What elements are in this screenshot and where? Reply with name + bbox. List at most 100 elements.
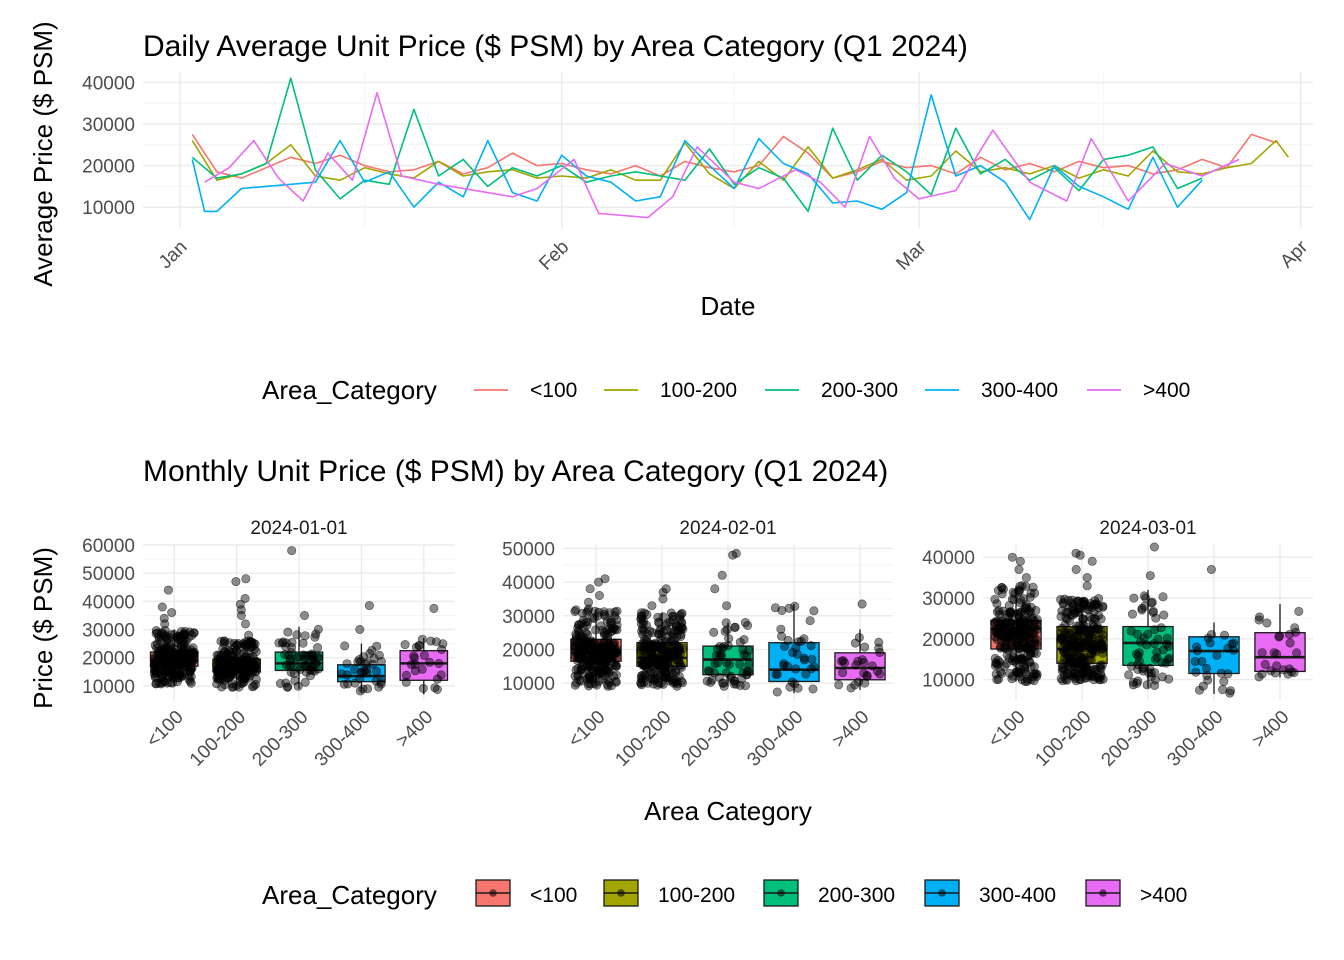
box-point	[1274, 632, 1284, 642]
line-series-200-300	[191, 77, 1203, 213]
box-outlier-point	[299, 610, 309, 620]
box-point	[1029, 625, 1039, 635]
box-legend-point	[489, 889, 497, 897]
box-y-tick-label: 40000	[502, 573, 555, 594]
box-point	[1137, 605, 1147, 615]
box-outlier-point	[1082, 573, 1092, 583]
box-point	[740, 618, 750, 628]
facet-strip-label: 2024-03-01	[1099, 518, 1196, 539]
line-y-tick-label: 30000	[82, 115, 135, 136]
box-point	[704, 666, 714, 676]
box-point	[1294, 606, 1304, 616]
box-point	[1011, 625, 1021, 635]
box-point	[806, 641, 816, 651]
box-points	[337, 601, 386, 696]
facet-strip-label: 2024-02-01	[679, 518, 776, 539]
box-point	[1078, 653, 1088, 663]
box-legend-point	[777, 889, 785, 897]
box-point	[642, 609, 652, 619]
box-300-400	[1188, 564, 1240, 698]
box-point	[588, 613, 598, 623]
box-point	[401, 677, 411, 687]
box-point	[672, 676, 682, 686]
box-point	[1028, 582, 1038, 592]
box-points	[834, 599, 885, 693]
box-point	[1225, 688, 1235, 698]
box-point	[611, 670, 621, 680]
box-point	[1150, 680, 1160, 690]
box-point	[601, 654, 611, 664]
box-point	[358, 684, 368, 694]
box-point	[606, 681, 616, 691]
box-point	[735, 659, 745, 669]
box-point	[1060, 629, 1070, 639]
box-point	[656, 635, 666, 645]
box-point	[1223, 669, 1233, 679]
box-outlier-point	[157, 602, 167, 612]
box-point	[1152, 647, 1162, 657]
box-point	[997, 589, 1007, 599]
box-point	[1024, 608, 1034, 618]
box-point	[1008, 671, 1018, 681]
box-outlier-point	[583, 597, 593, 607]
box-100-200	[636, 584, 688, 691]
box-point	[216, 636, 226, 646]
box-point	[671, 640, 681, 650]
box-point	[604, 666, 614, 676]
box-point	[284, 661, 294, 671]
box-point	[1000, 632, 1010, 642]
box-point	[158, 678, 168, 688]
box->400	[399, 603, 449, 695]
box-point	[251, 674, 261, 684]
box-point	[313, 624, 323, 634]
box-point	[1203, 675, 1213, 685]
box-point	[1031, 605, 1041, 615]
box-y-tick-label: 40000	[922, 548, 975, 569]
line-legend-label: 200-300	[821, 379, 898, 402]
box-point	[658, 612, 668, 622]
box-point	[1003, 645, 1013, 655]
box-points	[400, 603, 448, 694]
box-point	[722, 658, 732, 668]
box-y-tick-label: 30000	[502, 607, 555, 628]
box-point	[1094, 594, 1104, 604]
box-point	[1133, 676, 1143, 686]
box-point	[1015, 648, 1025, 658]
box-point	[641, 662, 651, 672]
box-legend-key	[1085, 879, 1121, 907]
box-point	[184, 674, 194, 684]
box-point	[310, 632, 320, 642]
box-point	[1152, 652, 1162, 662]
box-point	[376, 677, 386, 687]
box-point	[340, 641, 350, 651]
box-point	[1275, 631, 1285, 641]
box-point	[1088, 665, 1098, 675]
box-point	[1021, 581, 1031, 591]
box-point	[571, 605, 581, 615]
box-point	[1192, 642, 1202, 652]
box-points	[570, 574, 622, 691]
box-legend-key	[763, 879, 799, 907]
box-points	[149, 585, 199, 689]
box-point	[654, 678, 664, 688]
box-point	[175, 653, 185, 663]
box-point	[1028, 622, 1038, 632]
box-outlier-point	[1206, 564, 1216, 574]
box-point	[168, 643, 178, 653]
box-point	[293, 681, 303, 691]
box-point	[1164, 653, 1174, 663]
box-point	[363, 684, 373, 694]
box-point	[300, 631, 310, 641]
box-point	[991, 624, 1001, 634]
box-point	[1144, 668, 1154, 678]
box-point	[724, 634, 734, 644]
box-point	[1070, 608, 1080, 618]
box-outlier-point	[710, 584, 720, 594]
box-point	[418, 683, 428, 693]
line-legend-title: Area_Category	[262, 375, 437, 405]
box-point	[215, 674, 225, 684]
box-point	[1029, 669, 1039, 679]
box-y-tick-label: 50000	[502, 539, 555, 560]
box-point	[809, 606, 819, 616]
box-point	[675, 659, 685, 669]
